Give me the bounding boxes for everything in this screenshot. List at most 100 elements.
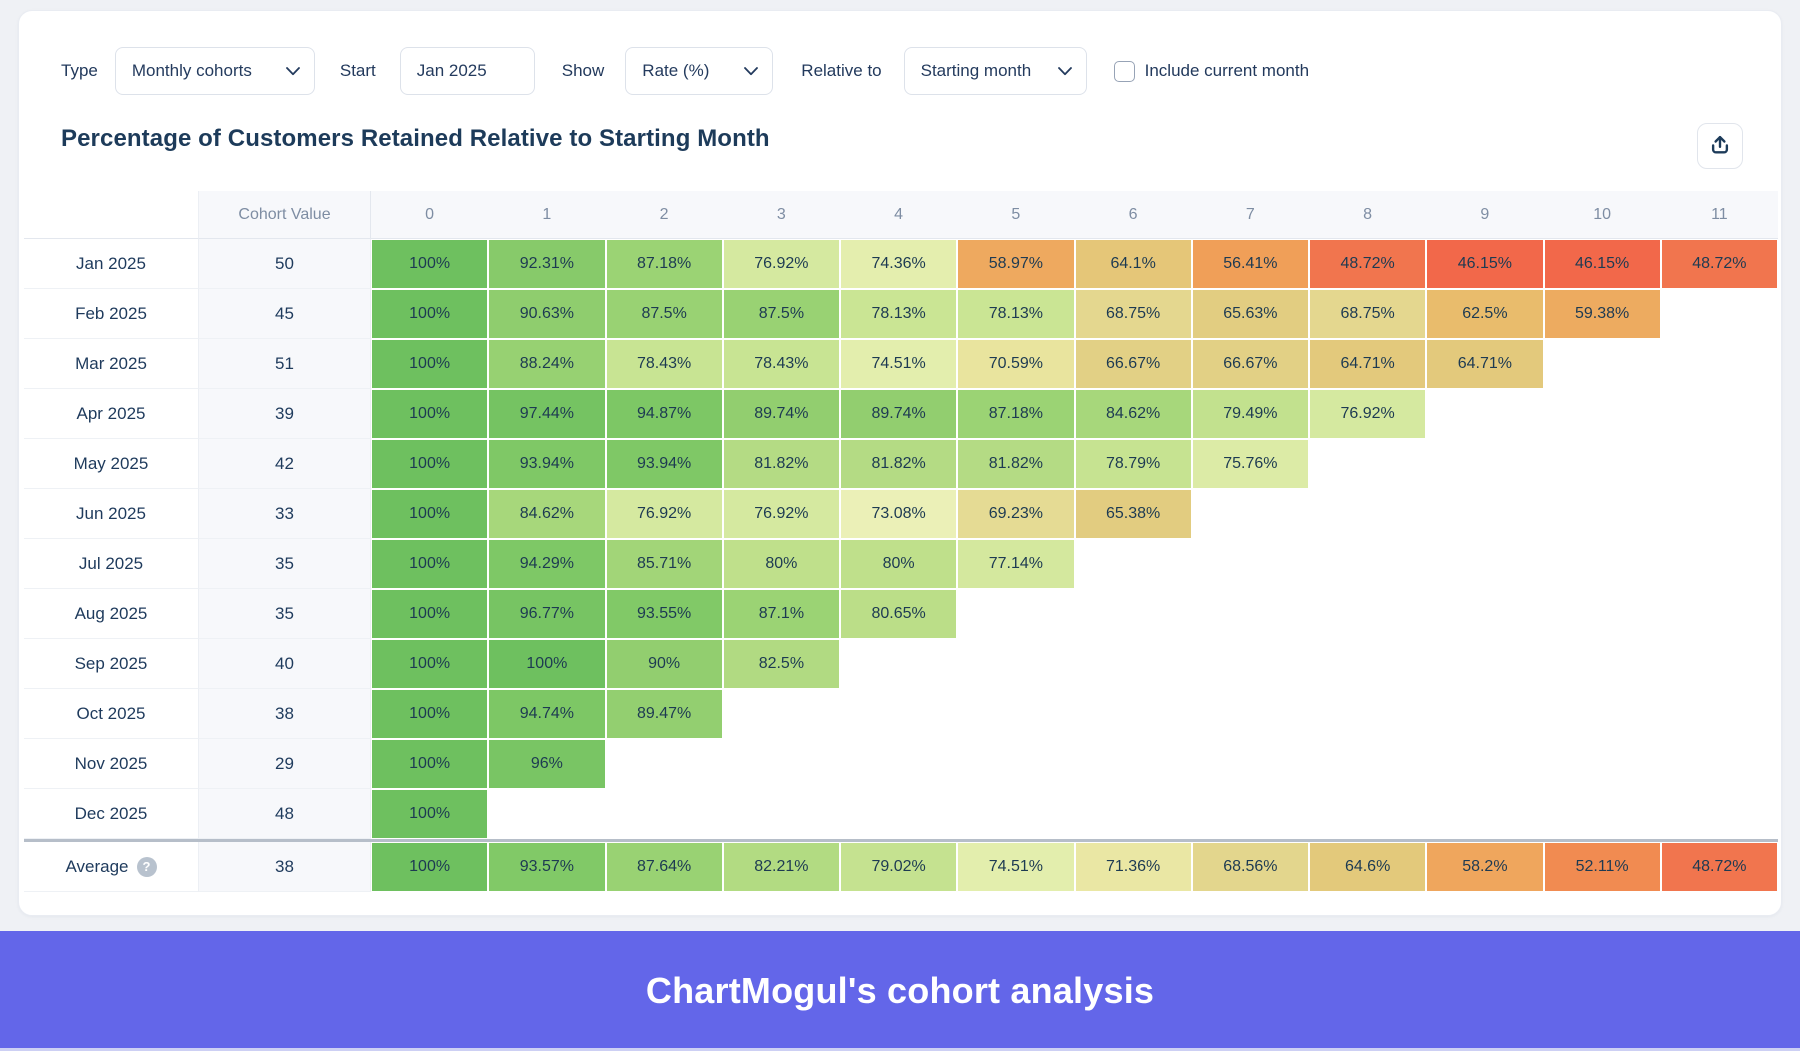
average-cohort-cell[interactable]: 71.36% (1074, 842, 1192, 892)
cohort-cell[interactable]: 64.71% (1426, 339, 1544, 389)
cohort-cell[interactable]: 66.67% (1074, 339, 1192, 389)
cohort-cell[interactable]: 76.92% (1309, 389, 1427, 439)
relative-to-select[interactable]: Starting month (903, 47, 1087, 95)
cohort-cell[interactable]: 100% (371, 239, 489, 289)
cohort-cell[interactable]: 90.63% (488, 289, 606, 339)
show-select[interactable]: Rate (%) (625, 47, 774, 95)
cohort-cell[interactable]: 100% (371, 639, 489, 689)
cohort-cell[interactable]: 89.74% (722, 389, 840, 439)
cohort-cell[interactable]: 58.97% (957, 239, 1075, 289)
cohort-cell[interactable]: 78.43% (722, 339, 840, 389)
empty-cell (1543, 739, 1661, 789)
include-current-month-checkbox[interactable] (1113, 60, 1135, 82)
cohort-cell[interactable]: 46.15% (1543, 239, 1661, 289)
cohort-cell[interactable]: 64.71% (1309, 339, 1427, 389)
cohort-cell[interactable]: 64.1% (1074, 239, 1192, 289)
cohort-cell[interactable]: 80.65% (840, 589, 958, 639)
cohort-cell[interactable]: 75.76% (1191, 439, 1309, 489)
average-cohort-cell[interactable]: 74.51% (957, 842, 1075, 892)
cohort-cell[interactable]: 84.62% (1074, 389, 1192, 439)
help-icon[interactable]: ? (136, 856, 157, 877)
cohort-cell[interactable]: 76.92% (605, 489, 723, 539)
cohort-cell[interactable]: 94.74% (488, 689, 606, 739)
cohort-cell[interactable]: 90% (605, 639, 723, 689)
cohort-cell[interactable]: 87.5% (722, 289, 840, 339)
average-cohort-cell[interactable]: 79.02% (840, 842, 958, 892)
cohort-cell[interactable]: 87.1% (722, 589, 840, 639)
cohort-cell[interactable]: 96.77% (488, 589, 606, 639)
cohort-cell[interactable]: 100% (371, 439, 489, 489)
average-cohort-cell[interactable]: 64.6% (1309, 842, 1427, 892)
cohort-cell[interactable]: 94.87% (605, 389, 723, 439)
cohort-cell[interactable]: 81.82% (840, 439, 958, 489)
cohort-cell[interactable]: 69.23% (957, 489, 1075, 539)
cohort-cell[interactable]: 78.79% (1074, 439, 1192, 489)
column-header: 2 (605, 191, 723, 239)
cohort-cell[interactable]: 76.92% (722, 239, 840, 289)
average-cohort-cell[interactable]: 48.72% (1660, 842, 1778, 892)
cohort-cell[interactable]: 65.63% (1191, 289, 1309, 339)
cohort-cell[interactable]: 84.62% (488, 489, 606, 539)
cohort-cell[interactable]: 68.75% (1309, 289, 1427, 339)
cohort-cell[interactable]: 100% (371, 689, 489, 739)
cohort-cell[interactable]: 56.41% (1191, 239, 1309, 289)
average-cohort-cell[interactable]: 58.2% (1426, 842, 1544, 892)
cohort-cell[interactable]: 87.5% (605, 289, 723, 339)
cohort-cell[interactable]: 62.5% (1426, 289, 1544, 339)
cohort-cell[interactable]: 74.36% (840, 239, 958, 289)
cohort-cell[interactable]: 59.38% (1543, 289, 1661, 339)
cohort-cell[interactable]: 70.59% (957, 339, 1075, 389)
cohort-cell[interactable]: 89.74% (840, 389, 958, 439)
cohort-cell[interactable]: 81.82% (957, 439, 1075, 489)
type-select[interactable]: Monthly cohorts (114, 47, 315, 95)
cohort-cell[interactable]: 97.44% (488, 389, 606, 439)
cohort-cell[interactable]: 100% (488, 639, 606, 689)
cohort-cell[interactable]: 46.15% (1426, 239, 1544, 289)
cohort-cell[interactable]: 74.51% (840, 339, 958, 389)
cohort-cell[interactable]: 82.5% (722, 639, 840, 689)
cohort-cell[interactable]: 76.92% (722, 489, 840, 539)
cohort-cell[interactable]: 77.14% (957, 539, 1075, 589)
cohort-cell[interactable]: 92.31% (488, 239, 606, 289)
average-cohort-cell[interactable]: 87.64% (605, 842, 723, 892)
cohort-cell[interactable]: 100% (371, 289, 489, 339)
cohort-cell[interactable]: 96% (488, 739, 606, 789)
cohort-cell[interactable]: 78.43% (605, 339, 723, 389)
average-cohort-cell[interactable]: 68.56% (1191, 842, 1309, 892)
cohort-cell[interactable]: 88.24% (488, 339, 606, 389)
average-cohort-cell[interactable]: 93.57% (488, 842, 606, 892)
cohort-cell[interactable]: 66.67% (1191, 339, 1309, 389)
cohort-cell[interactable]: 68.75% (1074, 289, 1192, 339)
cohort-cell[interactable]: 100% (371, 539, 489, 589)
cohort-cell[interactable]: 81.82% (722, 439, 840, 489)
cohort-cell[interactable]: 79.49% (1191, 389, 1309, 439)
cohort-cell[interactable]: 100% (371, 789, 489, 839)
cohort-cell[interactable]: 94.29% (488, 539, 606, 589)
cohort-cell[interactable]: 89.47% (605, 689, 723, 739)
cohort-cell[interactable]: 100% (371, 339, 489, 389)
cohort-cell[interactable]: 78.13% (840, 289, 958, 339)
cohort-cell[interactable]: 80% (840, 539, 958, 589)
cohort-cell[interactable]: 93.94% (488, 439, 606, 489)
cohort-cell[interactable]: 65.38% (1074, 489, 1192, 539)
cohort-cell[interactable]: 87.18% (957, 389, 1075, 439)
cohort-cell[interactable]: 100% (371, 489, 489, 539)
cohort-cell[interactable]: 93.94% (605, 439, 723, 489)
start-input[interactable]: Jan 2025 (399, 47, 535, 95)
average-cohort-cell[interactable]: 52.11% (1543, 842, 1661, 892)
cohort-cell[interactable]: 93.55% (605, 589, 723, 639)
cohort-cell[interactable]: 87.18% (605, 239, 723, 289)
cohort-cell[interactable]: 100% (371, 389, 489, 439)
cohort-cell[interactable]: 100% (371, 739, 489, 789)
average-cohort-cell[interactable]: 82.21% (722, 842, 840, 892)
cohort-cell[interactable]: 100% (371, 589, 489, 639)
cohort-cell[interactable]: 78.13% (957, 289, 1075, 339)
average-cohort-cell[interactable]: 100% (371, 842, 489, 892)
empty-cell (1191, 689, 1309, 739)
cohort-cell[interactable]: 48.72% (1309, 239, 1427, 289)
cohort-cell[interactable]: 85.71% (605, 539, 723, 589)
cohort-cell[interactable]: 73.08% (840, 489, 958, 539)
export-button[interactable] (1697, 123, 1743, 169)
cohort-cell[interactable]: 80% (722, 539, 840, 589)
cohort-cell[interactable]: 48.72% (1660, 239, 1778, 289)
